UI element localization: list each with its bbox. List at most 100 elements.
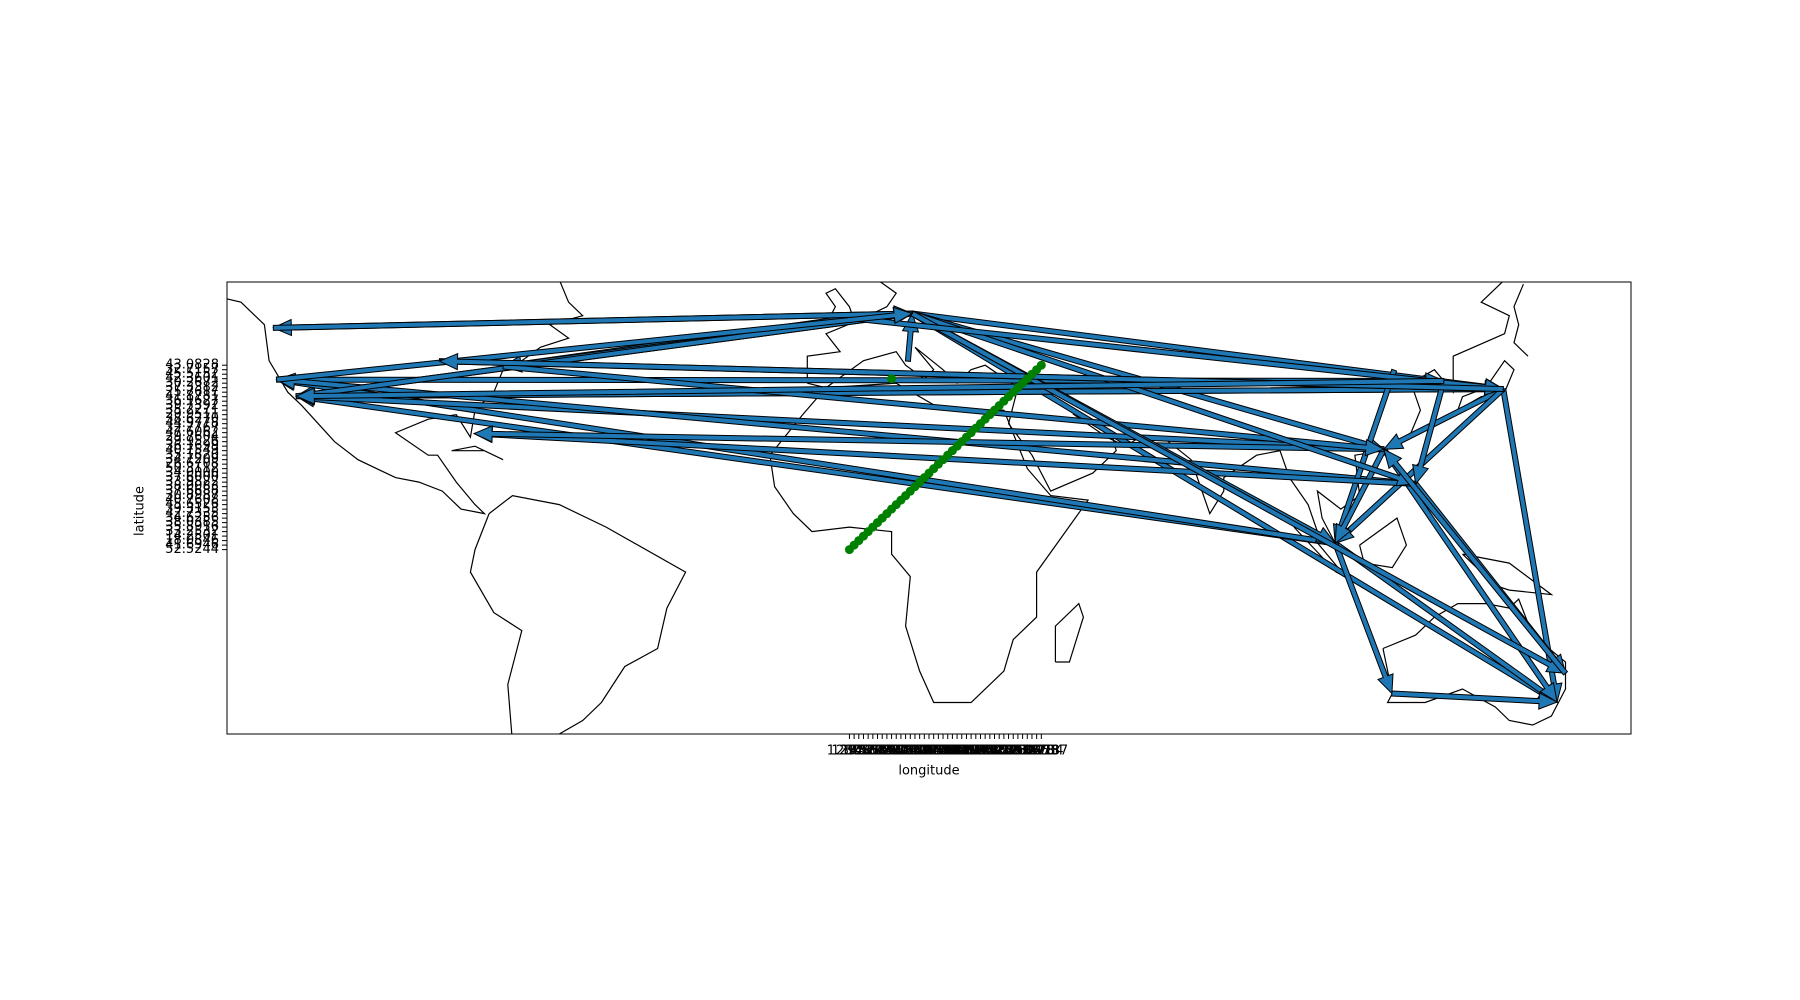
x-tick-label: 7.4474 (873, 744, 919, 759)
x-tick-label: 4.8952 (855, 744, 901, 759)
x-tick-label: 26.1025 (996, 744, 1050, 759)
y-tick-label: 37.6000 (165, 470, 219, 485)
axes-frame (226, 281, 1632, 735)
y-tick-label: 50.3112 (165, 461, 219, 476)
y-tick-label: 52.5244 (165, 542, 219, 557)
coastline (451, 445, 504, 461)
coastline (469, 494, 687, 734)
x-tick-label: 1.8716 (831, 744, 877, 759)
x-tick-label: 8.6821 (883, 744, 929, 759)
y-tick-label: 26.6708 (165, 457, 219, 472)
x-tick-label: 20.4573 (958, 744, 1012, 759)
y-tick-label: 35.2271 (165, 403, 219, 418)
x-tick-label: 14.5058 (921, 744, 975, 759)
y-axis-label: latitude (133, 486, 148, 536)
y-tick-label: 42.3601 (165, 371, 219, 386)
x-tick-label: 4.3517 (850, 744, 896, 759)
x-tick-label: 6.9603 (869, 744, 915, 759)
y-tick-label: 37.3382 (165, 380, 219, 395)
x-tick-label: 8.2275 (878, 744, 924, 759)
y-tick-label: 37.6688 (165, 484, 219, 499)
scatter-point (887, 374, 897, 384)
x-tick-label: 28.9784 (1010, 744, 1064, 759)
x-tick-label: 25.2797 (991, 744, 1045, 759)
y-tick-label: 41.6946 (165, 538, 219, 553)
y-tick-label: 45.6526 (165, 497, 219, 512)
x-tick-label: 1.2921 (827, 744, 873, 759)
x-tick-label: 28.0473 (1005, 744, 1059, 759)
x-tick-label: 18.0686 (940, 744, 994, 759)
x-tick-label: 13.4050 (911, 744, 965, 759)
y-tick-label: 36.1627 (165, 394, 219, 409)
y-tick-label: 40.7549 (165, 443, 219, 458)
route-arrow (1412, 379, 1447, 486)
y-tick-label: 34.7209 (165, 452, 219, 467)
y-tick-label: 39.9526 (165, 434, 219, 449)
coastline (806, 282, 898, 384)
y-tick-label: 38.0083 (165, 479, 219, 494)
y-tick-label: 47.6062 (165, 425, 219, 440)
coastline (1513, 283, 1529, 357)
y-tick-label: 36.1699 (165, 439, 219, 454)
y-tick-label: 25.7617 (165, 385, 219, 400)
y-tick-label: 34.6256 (165, 511, 219, 526)
route-arrow (1383, 448, 1569, 676)
route-arrow (295, 377, 1445, 405)
y-tick-label: 18.0846 (165, 533, 219, 548)
x-tick-label: 22.9375 (972, 744, 1026, 759)
y-tick-label: 34.0000 (165, 466, 219, 481)
x-tick-label: 11.9746 (902, 744, 956, 759)
routes (272, 305, 1569, 710)
x-tick-label: 2.3522 (836, 744, 882, 759)
x-tick-label: 3.3792 (845, 744, 891, 759)
route-arrow (1391, 690, 1559, 710)
x-tick-label: 21.8243 (968, 744, 1022, 759)
y-tick-label: 33.2532 (165, 524, 219, 539)
x-tick-label: 5.5697 (859, 744, 905, 759)
x-tick-label: 3.0588 (841, 744, 887, 759)
y-tick-label: 44.9778 (165, 416, 219, 431)
x-tick-label: 18.6466 (944, 744, 998, 759)
y-tick-label: 40.7608 (165, 493, 219, 508)
y-tick-label: 29.9511 (165, 407, 219, 422)
route-arrow (502, 363, 1386, 457)
x-tick-label: 9.1900 (888, 744, 934, 759)
x-tick-label: 9.7320 (892, 744, 938, 759)
y-tick-label: 30.2672 (165, 376, 219, 391)
y-tick-label: 42.7335 (165, 506, 219, 521)
y-tick-label: 35.1820 (165, 448, 219, 463)
x-tick-label: 24.1052 (982, 744, 1036, 759)
x-tick-label: 29.9187 (1014, 744, 1068, 759)
route-arrow (901, 312, 920, 362)
y-tick-label: 41.8781 (165, 389, 219, 404)
y-tick-label: 45.5152 (165, 367, 219, 382)
y-tick-label: 32.7767 (165, 421, 219, 436)
x-tick-label: 6.1432 (864, 744, 910, 759)
y-tick-label: 38.0385 (165, 515, 219, 530)
x-tick-label: 11.2558 (897, 744, 951, 759)
y-tick-label: 39.3153 (165, 502, 219, 517)
y-tick-label: 38.6270 (165, 412, 219, 427)
x-tick-label: 17.1077 (935, 744, 989, 759)
x-tick-label: 24.7536 (986, 744, 1040, 759)
x-tick-label: 27.1428 (1000, 744, 1054, 759)
y-tick-label: 33.9822 (165, 475, 219, 490)
ticks: 1.29211.87162.35223.05883.37924.35174.89… (165, 358, 1068, 759)
x-tick-label: 14.2681 (916, 744, 970, 759)
scatter-point (1036, 360, 1046, 370)
y-tick-label: 43.0828 (165, 358, 219, 373)
y-tick-label: 30.8987 (165, 488, 219, 503)
y-tick-label: 14.2501 (165, 529, 219, 544)
x-tick-label: 19.0402 (949, 744, 1003, 759)
route-arrow (1332, 541, 1394, 695)
y-tick-label: 35.8916 (165, 520, 219, 535)
x-tick-label: 15.9819 (926, 744, 980, 759)
x-tick-label: 10.4515 (893, 744, 947, 759)
coastline (227, 282, 584, 515)
x-axis-label: longitude (898, 764, 959, 779)
y-tick-label: 29.7604 (165, 430, 219, 445)
route-arrow (910, 310, 1559, 703)
x-tick-label: 23.3219 (977, 744, 1031, 759)
x-tick-label: 19.9450 (954, 744, 1008, 759)
x-tick-label: 21.0122 (963, 744, 1017, 759)
